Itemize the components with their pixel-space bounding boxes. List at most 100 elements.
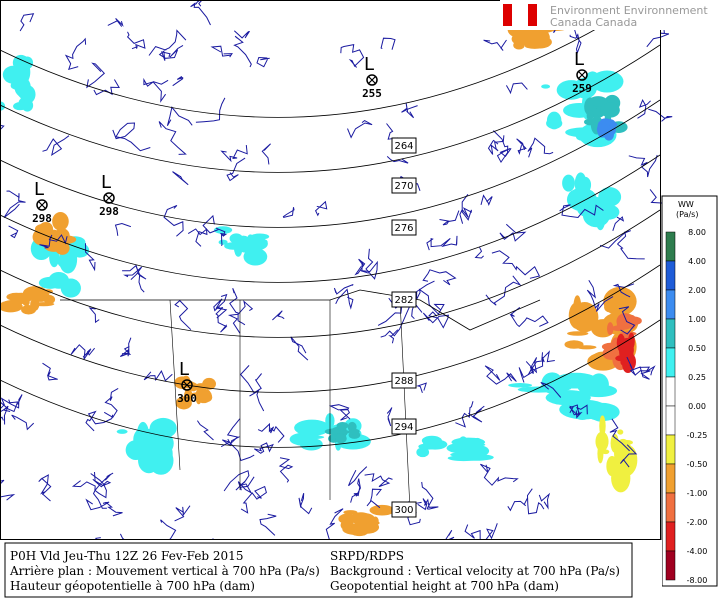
vv-contour xyxy=(586,280,614,312)
vv-contour xyxy=(220,145,248,163)
vv-contour xyxy=(386,156,409,164)
legend-swatch xyxy=(665,376,676,407)
vv-contour xyxy=(422,269,457,286)
height-contour xyxy=(0,0,646,118)
shading xyxy=(43,294,56,305)
legend-label: 1.00 xyxy=(688,315,706,324)
low-marker xyxy=(366,74,378,86)
shading xyxy=(567,331,589,336)
vv-contour xyxy=(282,207,295,218)
vv-contour xyxy=(119,337,132,357)
vv-contour xyxy=(541,350,555,363)
low-value: 298 xyxy=(32,212,52,225)
vv-contour xyxy=(174,299,192,331)
vv-contour xyxy=(509,307,549,328)
vv-contour xyxy=(3,190,26,218)
height-contour xyxy=(0,99,661,228)
vv-contour xyxy=(126,31,146,50)
vv-contour xyxy=(483,39,507,51)
vv-contour xyxy=(377,305,403,326)
vv-contour xyxy=(172,171,189,186)
shading xyxy=(250,233,270,240)
vv-contour xyxy=(340,43,365,68)
contour-label: 270 xyxy=(394,181,413,192)
vv-contour xyxy=(143,370,173,382)
shading xyxy=(202,377,216,390)
vv-contour xyxy=(612,216,625,231)
vv-contour xyxy=(525,356,545,376)
shading xyxy=(348,428,360,435)
vv-contour xyxy=(599,230,631,249)
legend: WW (Pa/s) 8.00 4.00 2.00 1.00 0.50 0.25 0.00 -0… xyxy=(661,195,718,587)
shading xyxy=(21,304,37,315)
shading xyxy=(116,429,128,434)
shading xyxy=(473,437,482,445)
vv-contour xyxy=(637,98,651,119)
shading xyxy=(575,132,589,141)
vv-contour xyxy=(439,210,460,226)
low-symbol: L xyxy=(179,359,189,380)
footer-text: Geopotential height at 700 hPa (dam) xyxy=(330,579,559,593)
vv-contour xyxy=(612,283,635,298)
shading xyxy=(508,383,533,388)
low-value: 259 xyxy=(572,82,592,95)
low-marker xyxy=(38,201,46,209)
shading xyxy=(598,187,622,207)
vv-contour xyxy=(196,420,214,441)
vv-contour xyxy=(64,37,87,71)
vv-contour xyxy=(507,497,528,512)
shading xyxy=(369,504,395,516)
contour-label: 276 xyxy=(394,223,413,234)
vv-contour xyxy=(226,418,241,446)
vv-contour xyxy=(468,405,485,423)
vv-contour xyxy=(421,481,439,510)
vv-contour xyxy=(38,474,52,502)
vv-contour xyxy=(290,336,309,361)
shading xyxy=(617,429,624,435)
vv-contour xyxy=(298,493,313,515)
shading xyxy=(556,80,586,100)
vv-contour xyxy=(278,457,294,483)
shading xyxy=(19,85,36,104)
legend-swatch xyxy=(665,550,676,581)
shading xyxy=(621,440,633,445)
shading xyxy=(603,286,637,317)
vv-contour xyxy=(256,56,270,68)
legend-swatch xyxy=(665,463,676,494)
vv-contour xyxy=(526,488,545,515)
vv-contour xyxy=(527,137,554,158)
vv-contour xyxy=(107,18,124,27)
vv-contour xyxy=(213,293,228,312)
shading xyxy=(598,404,613,412)
border xyxy=(169,299,411,511)
vv-contour xyxy=(411,302,423,320)
height-contour xyxy=(0,44,661,173)
vv-contour xyxy=(92,472,114,509)
vv-contour xyxy=(617,243,645,260)
vv-contour xyxy=(226,157,246,182)
vv-contour xyxy=(609,418,630,452)
legend-label: 0.50 xyxy=(688,344,706,353)
shading xyxy=(52,212,69,231)
shading xyxy=(458,436,469,450)
contour-label: 300 xyxy=(394,505,413,516)
low-symbol: L xyxy=(574,49,584,70)
vv-contour xyxy=(568,18,582,55)
contour-label: 264 xyxy=(394,141,413,152)
map-frame xyxy=(0,0,661,540)
shading xyxy=(418,443,439,450)
legend-label: -0.25 xyxy=(687,431,708,440)
low-symbol: L xyxy=(34,179,44,200)
legend-label: 2.00 xyxy=(688,286,706,295)
vv-contour xyxy=(416,382,427,393)
vv-contour xyxy=(148,29,187,56)
vv-contour xyxy=(480,194,493,206)
shading xyxy=(10,81,23,90)
vv-contour xyxy=(538,492,551,510)
vv-contour xyxy=(380,37,396,50)
vv-contour xyxy=(158,121,187,155)
vv-contour xyxy=(215,307,228,333)
shading xyxy=(606,322,614,336)
flag-white xyxy=(512,4,528,26)
vv-contour xyxy=(103,387,119,418)
